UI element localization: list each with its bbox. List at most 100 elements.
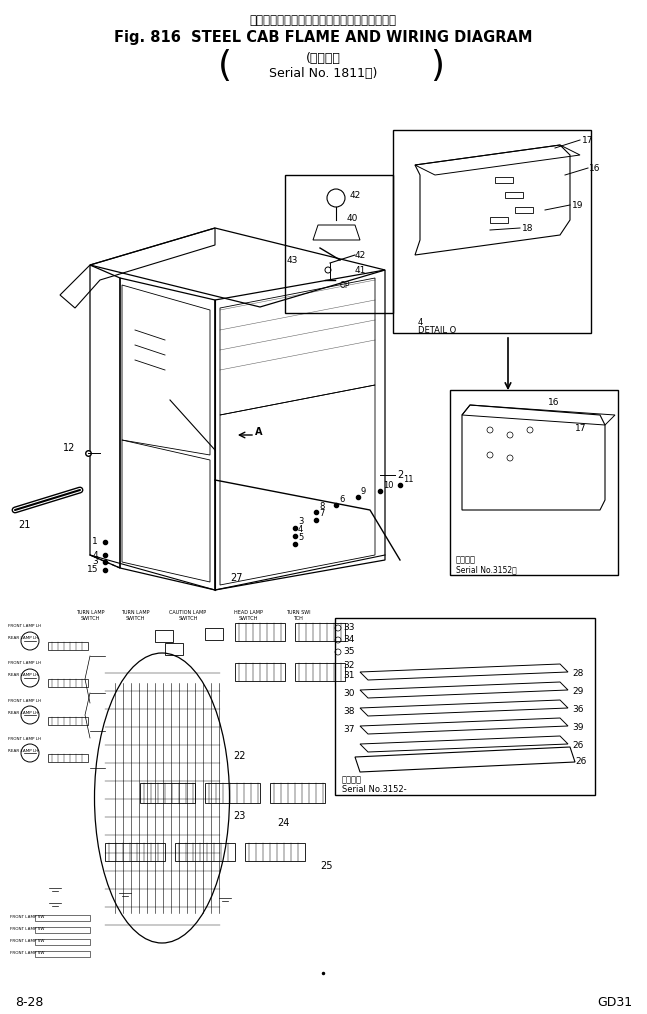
Bar xyxy=(295,623,345,641)
Text: FRONT LAMP SW: FRONT LAMP SW xyxy=(10,915,45,919)
Text: CAUTION LAMP
SWITCH: CAUTION LAMP SWITCH xyxy=(170,610,206,621)
Text: 39: 39 xyxy=(572,724,584,732)
Text: Serial No. 1811～): Serial No. 1811～) xyxy=(269,67,377,80)
Bar xyxy=(48,642,88,650)
Text: 6: 6 xyxy=(339,495,344,504)
Text: HEAD LAMP
SWITCH: HEAD LAMP SWITCH xyxy=(234,610,263,621)
Text: 33: 33 xyxy=(343,624,355,633)
Text: 32: 32 xyxy=(343,661,355,670)
Bar xyxy=(285,175,393,313)
Bar xyxy=(48,679,88,687)
Text: TURN LAMP
SWITCH: TURN LAMP SWITCH xyxy=(121,610,149,621)
Text: FRONT LAMP LH: FRONT LAMP LH xyxy=(8,624,41,628)
Text: 5: 5 xyxy=(298,533,303,542)
Text: 35: 35 xyxy=(343,648,355,656)
Text: 15: 15 xyxy=(87,566,98,575)
Text: 3: 3 xyxy=(298,517,303,526)
Text: 25: 25 xyxy=(320,861,333,871)
Text: 42: 42 xyxy=(350,191,361,200)
Text: 31: 31 xyxy=(344,671,355,680)
Text: FRONT LAMP LH: FRONT LAMP LH xyxy=(8,737,41,741)
Text: 21: 21 xyxy=(18,520,30,530)
Bar xyxy=(495,177,513,183)
Bar xyxy=(235,623,285,641)
Text: Serial No.3152-: Serial No.3152- xyxy=(342,786,406,795)
Bar xyxy=(48,754,88,762)
Text: 34: 34 xyxy=(343,636,355,645)
Text: 26: 26 xyxy=(575,757,586,767)
Bar xyxy=(393,130,591,333)
Bar xyxy=(155,630,173,642)
Text: 1: 1 xyxy=(93,537,98,547)
Text: REAR LAMP LH: REAR LAMP LH xyxy=(8,636,38,640)
Text: 17: 17 xyxy=(582,136,593,145)
Bar xyxy=(335,618,595,795)
Text: 適用号機: 適用号機 xyxy=(456,556,476,565)
Bar xyxy=(48,717,88,725)
Text: FRONT LAMP SW: FRONT LAMP SW xyxy=(10,939,45,943)
Text: 適用号機: 適用号機 xyxy=(342,776,362,785)
Bar xyxy=(490,217,508,223)
Text: REAR LAMP LH: REAR LAMP LH xyxy=(8,673,38,677)
Text: 9: 9 xyxy=(361,487,366,496)
Text: A: A xyxy=(255,427,263,437)
Text: 12: 12 xyxy=(63,443,75,453)
Text: 27: 27 xyxy=(230,573,243,583)
Text: FRONT LAMP SW: FRONT LAMP SW xyxy=(10,951,45,955)
Text: REAR LAMP LH: REAR LAMP LH xyxy=(8,749,38,753)
Text: FRONT LAMP SW: FRONT LAMP SW xyxy=(10,927,45,931)
Text: 16: 16 xyxy=(589,163,600,172)
Text: 22: 22 xyxy=(233,751,245,760)
Bar xyxy=(35,951,90,957)
Text: 4: 4 xyxy=(418,317,423,327)
Text: 23: 23 xyxy=(233,811,245,821)
Bar xyxy=(295,663,345,681)
Text: FRONT LAMP LH: FRONT LAMP LH xyxy=(8,699,41,703)
Text: 7: 7 xyxy=(319,509,324,518)
Text: 28: 28 xyxy=(572,669,584,678)
Bar xyxy=(140,783,195,803)
Text: 8-28: 8-28 xyxy=(15,996,43,1009)
Text: 18: 18 xyxy=(522,223,534,232)
Text: Serial No.3152～: Serial No.3152～ xyxy=(456,566,517,575)
Bar xyxy=(450,390,618,575)
Bar xyxy=(175,843,235,861)
Text: TURN LAMP
SWITCH: TURN LAMP SWITCH xyxy=(76,610,104,621)
Text: 2: 2 xyxy=(397,470,403,480)
Text: DETAIL O: DETAIL O xyxy=(418,325,456,335)
Text: REAR LAMP LH: REAR LAMP LH xyxy=(8,711,38,715)
Text: 42: 42 xyxy=(355,250,366,260)
Text: 40: 40 xyxy=(347,214,358,222)
Text: 19: 19 xyxy=(572,201,584,210)
Text: 43: 43 xyxy=(287,256,298,265)
Text: ): ) xyxy=(430,49,444,83)
Bar xyxy=(245,843,305,861)
Bar xyxy=(235,663,285,681)
Text: 4: 4 xyxy=(93,551,98,560)
Text: 10: 10 xyxy=(383,481,393,490)
Bar xyxy=(35,927,90,933)
Text: FRONT LAMP LH: FRONT LAMP LH xyxy=(8,661,41,665)
Text: 30: 30 xyxy=(344,690,355,699)
Bar xyxy=(35,939,90,945)
Text: 17: 17 xyxy=(575,424,586,433)
Text: OP: OP xyxy=(340,281,351,290)
Text: 4: 4 xyxy=(298,525,303,534)
Text: Fig. 816  STEEL CAB FLAME AND WIRING DIAGRAM: Fig. 816 STEEL CAB FLAME AND WIRING DIAG… xyxy=(114,30,532,45)
Text: 11: 11 xyxy=(403,475,413,484)
Text: (: ( xyxy=(218,49,232,83)
Bar xyxy=(105,843,165,861)
Bar xyxy=(515,207,533,213)
Text: スチール　キャブ　フレーム　および　配線図: スチール キャブ フレーム および 配線図 xyxy=(250,14,397,27)
Text: GD31: GD31 xyxy=(597,996,632,1009)
Text: 36: 36 xyxy=(572,706,584,715)
Bar xyxy=(165,643,183,655)
Text: 29: 29 xyxy=(572,687,584,697)
Bar xyxy=(270,783,325,803)
Bar xyxy=(205,628,223,640)
Text: 41: 41 xyxy=(355,266,366,275)
Bar xyxy=(205,783,260,803)
Text: 16: 16 xyxy=(548,397,560,407)
Text: 38: 38 xyxy=(344,708,355,717)
Text: TURN SWI
TCH: TURN SWI TCH xyxy=(286,610,311,621)
